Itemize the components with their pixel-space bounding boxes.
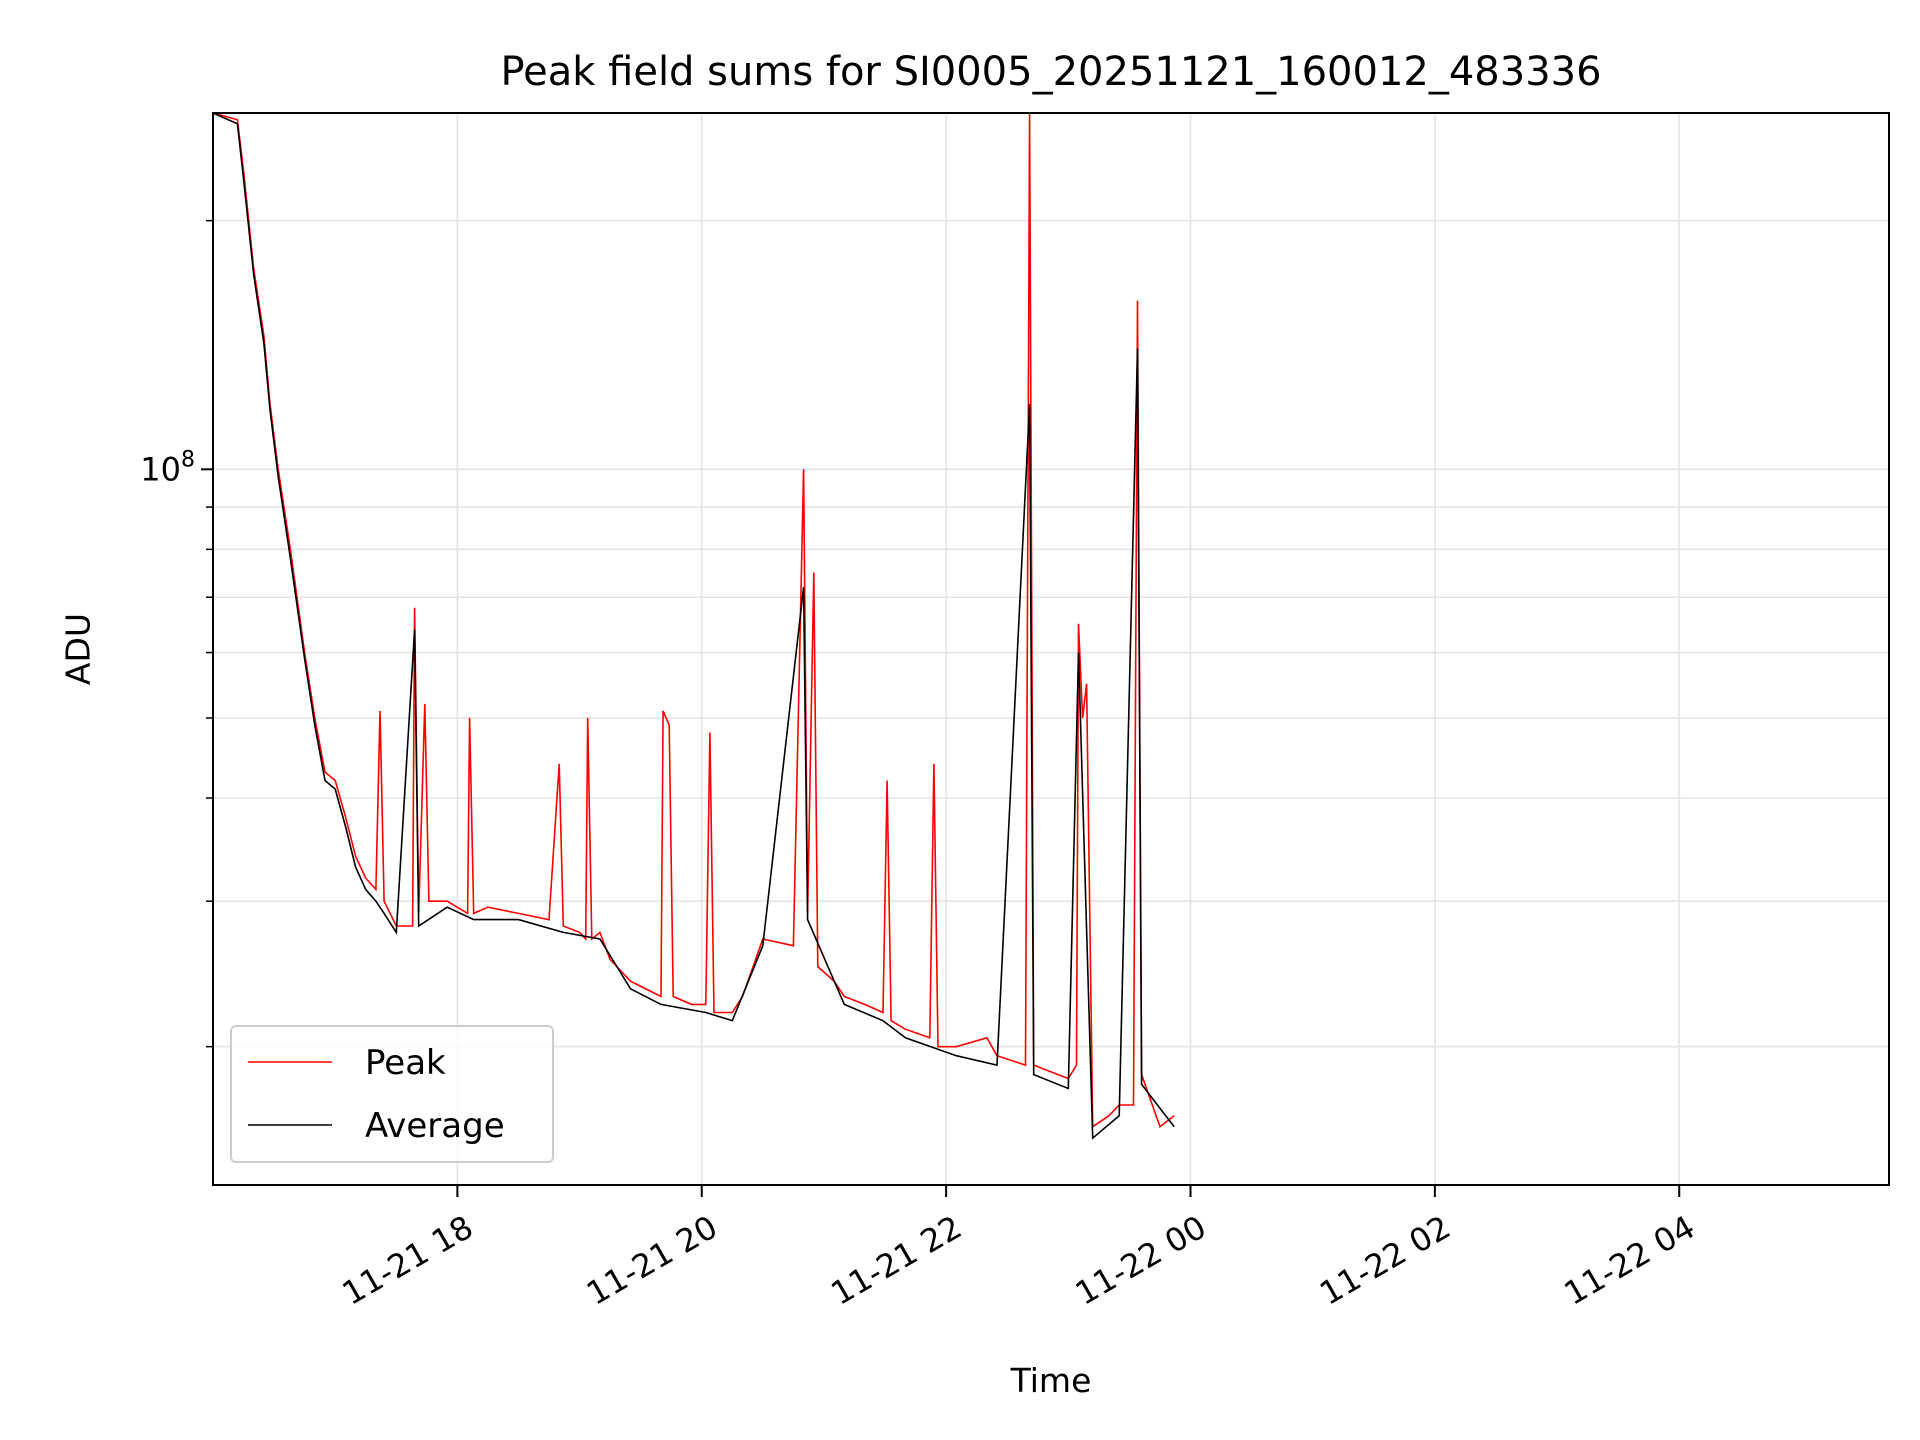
series-layer [212,112,1175,1140]
x-axis-label: Time [1010,1361,1092,1400]
y-tick-label: 108 [140,447,195,488]
y-axis-label: ADU [59,613,98,685]
legend-box [230,1025,554,1163]
legend-label-average: Average [365,1106,505,1146]
legend: Peak Average [230,1025,554,1163]
plot-frame [212,112,1890,1186]
grid [213,113,1889,1185]
legend-label-peak: Peak [365,1043,446,1083]
series-line-average [212,112,1175,1140]
chart-title: Peak field sums for SI0005_20251121_1600… [500,49,1601,95]
